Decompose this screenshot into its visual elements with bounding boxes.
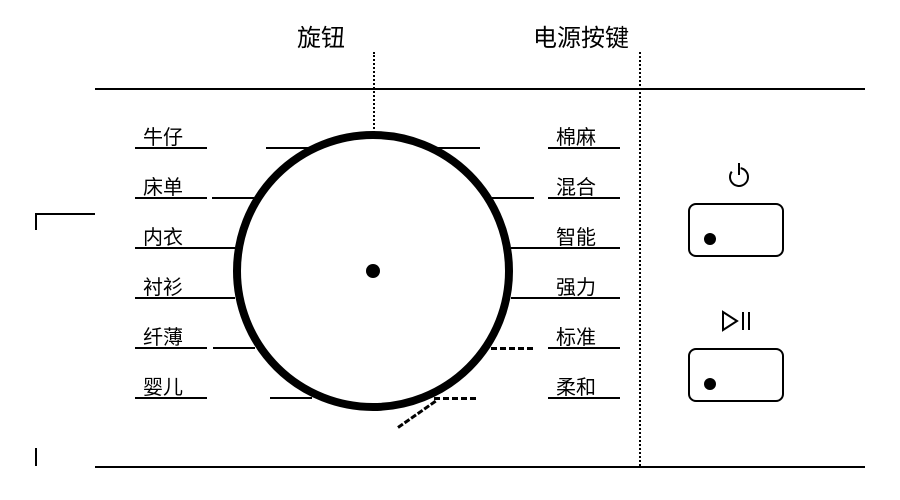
mode-underline-right-4 [548, 347, 620, 349]
dial-tick-right-5 [434, 397, 476, 400]
mode-label-left-2: 内衣 [143, 221, 183, 250]
dial-center-dot [366, 264, 380, 278]
panel-top-edge [95, 88, 865, 90]
play-pause-icon [719, 306, 757, 341]
mode-label-right-5: 柔和 [556, 371, 596, 400]
mode-label-left-3: 衬衫 [143, 271, 183, 300]
mode-underline-left-5 [135, 397, 207, 399]
dial-tick-right-3 [511, 297, 553, 299]
mode-underline-left-4 [135, 347, 207, 349]
dial-tick-right-2 [511, 247, 553, 249]
mode-label-left-1: 床单 [143, 171, 183, 200]
mode-underline-right-3 [548, 297, 620, 299]
mode-underline-right-0 [548, 147, 620, 149]
start-pause-button[interactable] [688, 348, 784, 402]
dial-tick-right-1 [492, 197, 534, 199]
mode-label-left-0: 牛仔 [143, 121, 183, 150]
power-callout-label: 电源按键 [533, 18, 629, 53]
start-button-indicator [704, 378, 716, 390]
mode-label-right-2: 智能 [556, 221, 596, 250]
mode-label-right-0: 棉麻 [556, 121, 596, 150]
mode-label-right-3: 强力 [556, 271, 596, 300]
power-callout-line [639, 52, 641, 466]
panel-left-stub-top-h [35, 213, 95, 215]
dial-tick-left-4 [213, 347, 255, 349]
panel-left-stub-bot [35, 448, 37, 466]
power-button[interactable] [688, 203, 784, 257]
power-button-indicator [704, 233, 716, 245]
mode-underline-left-2 [135, 247, 207, 249]
mode-underline-right-1 [548, 197, 620, 199]
mode-underline-right-2 [548, 247, 620, 249]
mode-underline-left-3 [135, 297, 207, 299]
mode-label-right-4: 标准 [556, 321, 596, 350]
mode-label-left-5: 婴儿 [143, 371, 183, 400]
power-icon [724, 160, 754, 195]
panel-left-stub-top [35, 213, 37, 230]
dial-tick-right-0 [438, 147, 480, 149]
mode-underline-right-5 [548, 397, 620, 399]
dial-tick-left-1 [212, 197, 254, 199]
knob-callout-label: 旋钮 [297, 18, 345, 53]
mode-label-left-4: 纤薄 [143, 321, 183, 350]
panel-bottom-edge [95, 466, 865, 468]
dial-tick-left-0 [266, 147, 308, 149]
dial-tick-left-5 [270, 397, 312, 399]
mode-underline-left-0 [135, 147, 207, 149]
mode-underline-left-1 [135, 197, 207, 199]
dial-tick-right-4 [491, 347, 533, 350]
mode-label-right-1: 混合 [556, 171, 596, 200]
